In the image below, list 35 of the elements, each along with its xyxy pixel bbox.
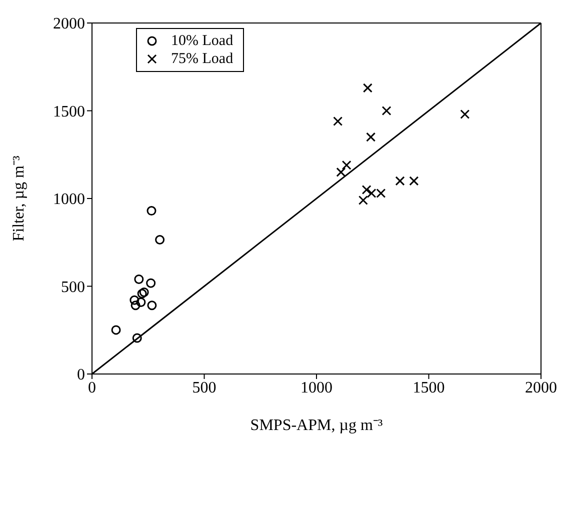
- legend-label: 75% Load: [171, 50, 234, 68]
- point: [409, 176, 419, 186]
- legend-label: 10% Load: [171, 32, 234, 50]
- point: [362, 184, 372, 194]
- point: [333, 116, 343, 126]
- point: [147, 300, 157, 310]
- x-axis-title: SMPS-APM, µg m⁻³: [250, 417, 383, 434]
- point: [460, 110, 470, 120]
- point: [132, 333, 142, 343]
- x-tick-label: 1000: [300, 379, 332, 396]
- point: [111, 325, 121, 335]
- x-tick-label: 1500: [412, 379, 445, 396]
- y-tick-label: 0: [77, 366, 85, 384]
- point: [395, 176, 405, 186]
- point: [366, 132, 376, 142]
- point: [155, 234, 165, 244]
- x-tick-label: 2000: [525, 379, 557, 396]
- x-tick-label: 0: [88, 379, 96, 396]
- y-tick-label: 1000: [53, 191, 85, 208]
- point: [358, 196, 368, 206]
- point: [382, 106, 392, 116]
- y-axis-title: Filter, µg m⁻³: [10, 156, 28, 242]
- point: [362, 83, 372, 93]
- point: [146, 278, 156, 288]
- point: [134, 274, 144, 284]
- point: [130, 300, 140, 310]
- x-tick-label: 500: [192, 379, 216, 396]
- y-tick-label: 1500: [53, 103, 85, 120]
- y-tick-label: 2000: [53, 16, 85, 33]
- point: [136, 297, 146, 307]
- point: [146, 206, 156, 216]
- point: [336, 167, 346, 177]
- point: [130, 295, 140, 305]
- point: [342, 160, 352, 170]
- y-tick-label: 500: [61, 278, 85, 296]
